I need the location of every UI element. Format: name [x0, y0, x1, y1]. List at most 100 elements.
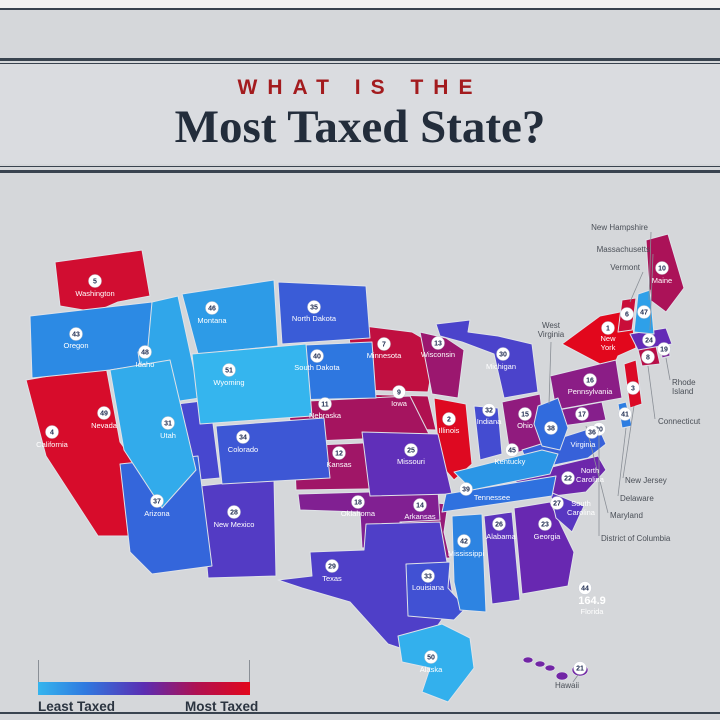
state-marker-south-dakota: 40 South Dakota [294, 349, 341, 372]
state-marker-michigan: 30 Michigan [486, 347, 516, 371]
rank-number: 25 [407, 448, 415, 455]
rank-number: 4 [50, 430, 54, 437]
rank-number: 37 [153, 499, 161, 506]
rank-badge [325, 559, 339, 573]
state-north-dakota [277, 281, 371, 345]
state-marker-nebraska: 11 Nebraska [309, 397, 342, 420]
rank-badge [575, 407, 589, 421]
state-marker-washington: 5 Washington [75, 274, 115, 298]
svg-text:Connecticut: Connecticut [658, 417, 701, 426]
rank-number: 1 [606, 326, 610, 333]
rank-number: 15 [521, 412, 529, 419]
state-marker-montana: 46 Montana [197, 301, 227, 325]
state-label: Wisconsin [421, 350, 455, 359]
rank-badge [626, 381, 640, 395]
state-label: South Dakota [294, 363, 340, 372]
rank-number: 28 [230, 510, 238, 517]
state-label: Florida [581, 607, 605, 616]
rank-number: 6 [625, 312, 629, 319]
state-label: Ohio [517, 421, 533, 430]
state-marker-mississippi: 42 Mississippi [448, 534, 485, 558]
state-label: Montana [197, 316, 227, 325]
rank-number: 16 [586, 378, 594, 385]
title-rule-upper-thin [0, 63, 720, 64]
state-label: North [581, 466, 599, 475]
state-marker-new-jersey: 3 [626, 381, 640, 395]
state-alaska [397, 623, 475, 703]
rank-badge [601, 321, 615, 335]
title-rule-lower-thick [0, 170, 720, 173]
state-label: North Dakota [292, 314, 337, 323]
ext-label-connecticut: Connecticut [647, 365, 701, 426]
rank-badge [227, 505, 241, 519]
state-marker-arkansas: 14 Arkansas [404, 498, 436, 521]
rank-number: 13 [434, 341, 442, 348]
svg-text:Virginia: Virginia [538, 330, 565, 339]
state-marker-alabama: 26 Alabama [486, 517, 517, 541]
legend-most-label: Most Taxed [185, 699, 259, 714]
rank-badge [222, 363, 236, 377]
state-marker-hawaii: 21 [573, 661, 587, 675]
rank-number: 29 [328, 564, 336, 571]
rank-number: 47 [640, 310, 648, 317]
state-marker-rhode-island: 19 [657, 342, 671, 356]
rank-badge [138, 345, 152, 359]
rank-badge [424, 650, 438, 664]
color-legend: Least Taxed Most Taxed [38, 660, 298, 717]
rank-badge [205, 301, 219, 315]
state-label: Nevada [91, 421, 118, 430]
rank-badge [538, 517, 552, 531]
bottom-rule [0, 712, 720, 714]
rank-number: 2 [447, 417, 451, 424]
rank-badge [97, 406, 111, 420]
state-marker-arizona: 37 Arizona [144, 494, 171, 518]
rank-badge [332, 446, 346, 460]
ext-label-maryland: Maryland [585, 425, 643, 520]
rank-badge [561, 471, 575, 485]
rank-number: 30 [499, 352, 507, 359]
rank-number: 3 [631, 386, 635, 393]
svg-text:District of Columbia: District of Columbia [601, 534, 671, 543]
state-label: Texas [322, 574, 342, 583]
state-label: Mississippi [448, 549, 485, 558]
state-marker-wisconsin: 13 Wisconsin [421, 336, 455, 359]
svg-text:Hawaii: Hawaii [555, 681, 579, 690]
svg-text:Massachusetts: Massachusetts [597, 245, 650, 254]
state-mississippi [451, 513, 487, 613]
rank-badge [620, 307, 634, 321]
top-strip [0, 0, 720, 8]
svg-text:Vermont: Vermont [610, 263, 641, 272]
svg-text:New Jersey: New Jersey [625, 476, 667, 485]
state-marker-louisiana: 33 Louisiana [412, 569, 445, 592]
rank-badge [45, 425, 59, 439]
rank-number: 14 [416, 503, 424, 510]
rank-number: 50 [427, 655, 435, 662]
rank-number: 26 [495, 522, 503, 529]
ext-label-massachusetts: Massachusetts [597, 245, 654, 331]
rank-badge [421, 569, 435, 583]
state-label: Michigan [486, 362, 516, 371]
rank-badge [544, 421, 558, 435]
state-washington [54, 249, 151, 313]
state-michigan [435, 319, 539, 399]
rank-number: 40 [313, 354, 321, 361]
title-rule-upper-thick [0, 58, 720, 61]
rank-badge [578, 581, 592, 595]
rank-badge [307, 300, 321, 314]
rank-badge [88, 274, 102, 288]
state-marker-new-mexico: 28 New Mexico [214, 505, 254, 529]
state-nevada [109, 359, 197, 509]
state-label: Idaho [136, 360, 155, 369]
state-montana [181, 279, 279, 355]
state-marker-utah: 31 Utah [160, 416, 176, 440]
rank-badge [404, 443, 418, 457]
state-label: York [601, 343, 616, 352]
state-marker-north-dakota: 35 North Dakota [292, 300, 337, 323]
rank-badge [618, 407, 632, 421]
rank-number: 51 [225, 368, 233, 375]
state-label: Nebraska [309, 411, 342, 420]
state-marker-colorado: 34 Colorado [228, 430, 258, 454]
title-rule-lower-thin [0, 166, 720, 167]
